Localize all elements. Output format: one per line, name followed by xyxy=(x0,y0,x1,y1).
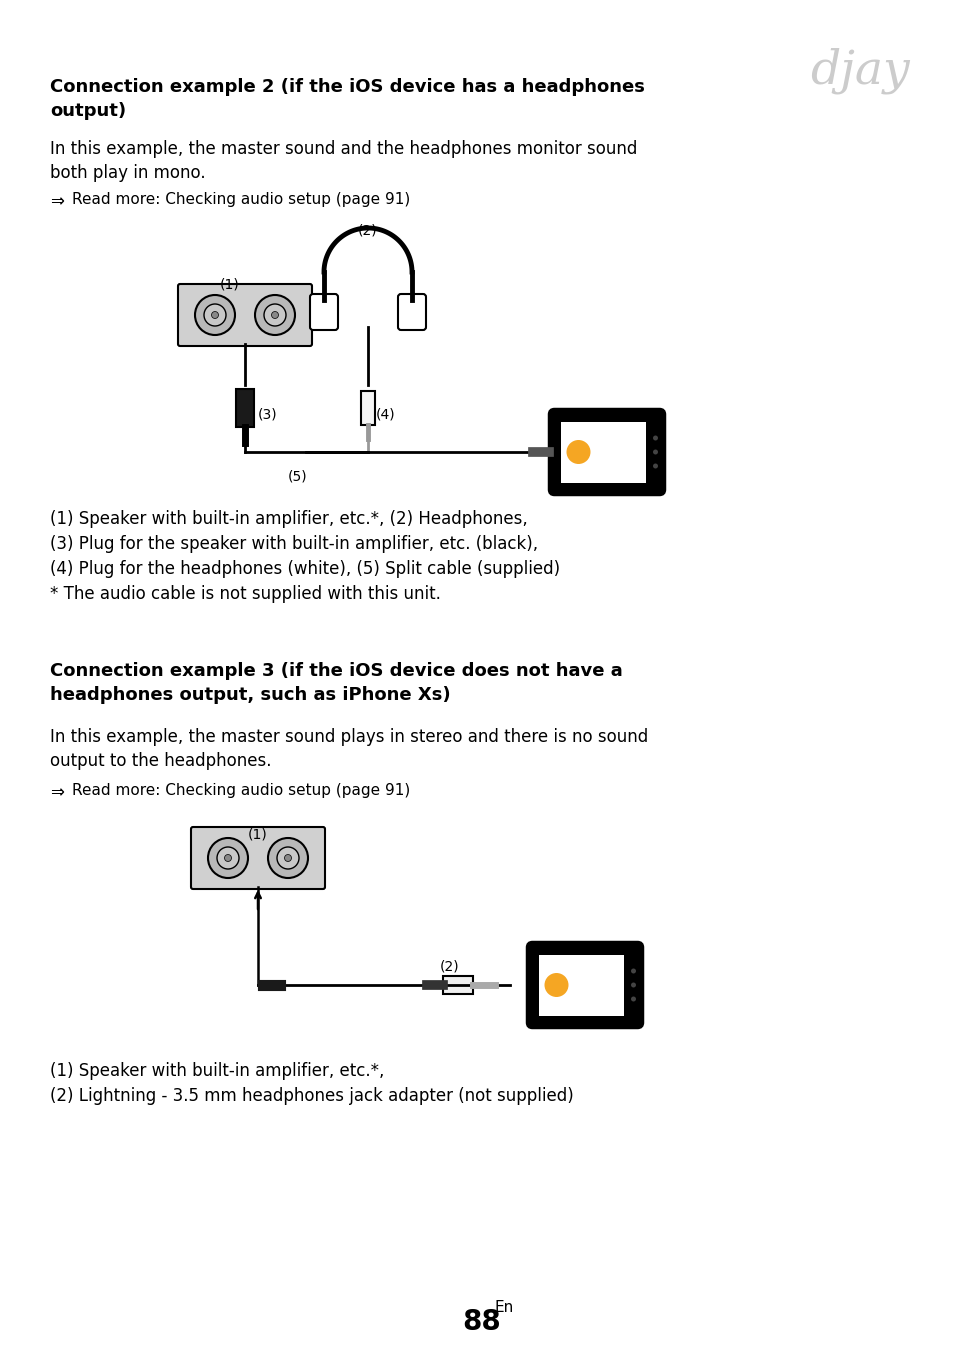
Circle shape xyxy=(544,973,568,998)
Circle shape xyxy=(630,983,636,988)
FancyBboxPatch shape xyxy=(178,284,312,346)
FancyBboxPatch shape xyxy=(539,954,624,1015)
Text: In this example, the master sound plays in stereo and there is no sound
output t: In this example, the master sound plays … xyxy=(50,728,648,770)
Text: ⇒: ⇒ xyxy=(50,191,64,210)
FancyBboxPatch shape xyxy=(397,294,426,330)
Text: (1) Speaker with built-in amplifier, etc.*,
(2) Lightning - 3.5 mm headphones ja: (1) Speaker with built-in amplifier, etc… xyxy=(50,1062,573,1105)
Text: (4): (4) xyxy=(375,408,395,422)
Text: (1): (1) xyxy=(220,278,239,293)
Circle shape xyxy=(224,855,232,861)
Text: (2): (2) xyxy=(357,222,377,237)
Text: djay: djay xyxy=(574,980,598,989)
Text: (5): (5) xyxy=(288,470,307,484)
FancyBboxPatch shape xyxy=(360,391,375,425)
FancyBboxPatch shape xyxy=(191,828,325,888)
Text: (3): (3) xyxy=(257,408,277,422)
Text: En: En xyxy=(495,1299,514,1316)
FancyBboxPatch shape xyxy=(310,294,337,330)
Circle shape xyxy=(284,855,292,861)
Circle shape xyxy=(566,439,590,464)
Text: djay: djay xyxy=(596,448,620,457)
Circle shape xyxy=(264,305,286,326)
Circle shape xyxy=(630,996,636,1002)
Text: Read more: Checking audio setup (page 91): Read more: Checking audio setup (page 91… xyxy=(71,191,410,208)
Circle shape xyxy=(254,295,294,336)
Circle shape xyxy=(216,847,239,869)
FancyBboxPatch shape xyxy=(527,942,641,1027)
Circle shape xyxy=(208,838,248,878)
Circle shape xyxy=(652,435,658,441)
Circle shape xyxy=(194,295,234,336)
FancyBboxPatch shape xyxy=(235,390,253,427)
Circle shape xyxy=(652,464,658,469)
Text: (2): (2) xyxy=(439,958,459,973)
Circle shape xyxy=(212,311,218,318)
FancyBboxPatch shape xyxy=(561,422,646,483)
Text: Connection example 2 (if the iOS device has a headphones
output): Connection example 2 (if the iOS device … xyxy=(50,78,644,120)
Text: In this example, the master sound and the headphones monitor sound
both play in : In this example, the master sound and th… xyxy=(50,140,637,182)
FancyBboxPatch shape xyxy=(549,410,664,495)
Circle shape xyxy=(204,305,226,326)
Text: Connection example 3 (if the iOS device does not have a
headphones output, such : Connection example 3 (if the iOS device … xyxy=(50,662,622,704)
Circle shape xyxy=(272,311,278,318)
Text: Read more: Checking audio setup (page 91): Read more: Checking audio setup (page 91… xyxy=(71,783,410,798)
Text: (1) Speaker with built-in amplifier, etc.*, (2) Headphones,
(3) Plug for the spe: (1) Speaker with built-in amplifier, etc… xyxy=(50,510,559,603)
Text: ⇒: ⇒ xyxy=(50,783,64,801)
Circle shape xyxy=(652,449,658,454)
Circle shape xyxy=(268,838,308,878)
FancyBboxPatch shape xyxy=(442,976,473,993)
Text: (1): (1) xyxy=(248,828,268,842)
Circle shape xyxy=(630,968,636,973)
Circle shape xyxy=(276,847,298,869)
Text: djay: djay xyxy=(809,49,909,94)
Text: 88: 88 xyxy=(461,1308,500,1336)
